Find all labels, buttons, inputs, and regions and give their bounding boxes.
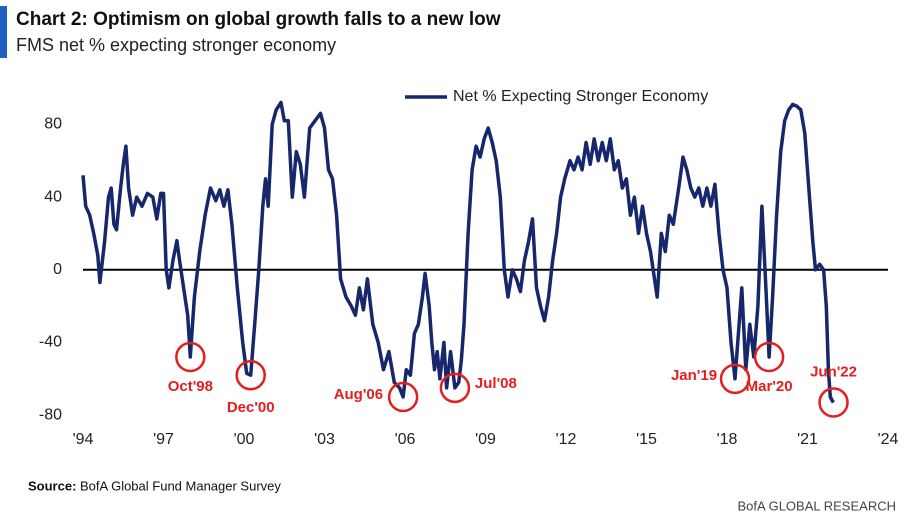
x-tick-label: '03 [314, 431, 335, 448]
y-tick-label: 40 [44, 188, 62, 205]
y-tick-label: -40 [39, 334, 62, 351]
series-line [81, 100, 835, 404]
annotation-circle [719, 363, 751, 395]
annotation-circle [235, 359, 266, 391]
annotation-label: Oct'98 [168, 378, 213, 395]
x-tick-label: '21 [797, 431, 818, 448]
y-tick-label: -80 [39, 406, 62, 423]
annotation-label: Aug'06 [334, 386, 383, 403]
annotation-label: Mar'20 [746, 378, 793, 395]
source-label: Source: [28, 478, 76, 493]
chart-title: Chart 2: Optimism on global growth falls… [16, 9, 501, 30]
annotation-label: Jan'19 [671, 367, 717, 384]
source-text: BofA Global Fund Manager Survey [80, 478, 281, 493]
annotation-label: Jun'22 [810, 363, 857, 380]
title-bar [0, 6, 7, 58]
y-tick-label: 0 [53, 261, 62, 278]
x-tick-label: '06 [395, 431, 416, 448]
legend-label: Net % Expecting Stronger Economy [453, 88, 708, 105]
x-tick-label: '09 [475, 431, 496, 448]
annotation-circle [175, 341, 206, 373]
footer: BofA GLOBAL RESEARCH [738, 498, 896, 513]
annotation-label: Dec'00 [227, 399, 275, 416]
x-tick-label: '15 [636, 431, 657, 448]
x-tick-label: '94 [73, 431, 94, 448]
x-tick-label: '12 [556, 431, 577, 448]
x-tick-label: '18 [717, 431, 738, 448]
annotation-circle [439, 372, 471, 404]
x-tick-label: '24 [878, 431, 899, 448]
x-tick-label: '97 [153, 431, 174, 448]
annotation-circle [753, 341, 785, 373]
x-tick-label: '00 [234, 431, 255, 448]
y-tick-label: 80 [44, 116, 62, 133]
annotation-circle [818, 387, 849, 418]
annotation-circle [387, 381, 419, 413]
chart-subtitle: FMS net % expecting stronger economy [16, 35, 336, 55]
annotation-label: Jul'08 [475, 375, 517, 392]
